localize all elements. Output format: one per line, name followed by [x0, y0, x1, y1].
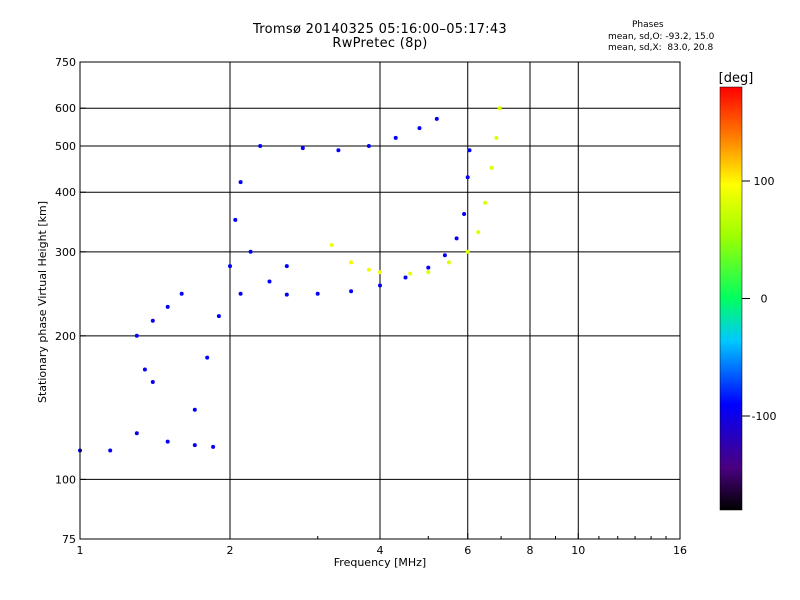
- data-point: [465, 249, 470, 254]
- data-point: [142, 367, 147, 372]
- data-point: [366, 144, 371, 148]
- data-point: [165, 439, 170, 444]
- colorbar: [deg] 100 0 -100: [719, 71, 776, 511]
- colorbar-tick-label: 0: [761, 293, 768, 306]
- data-point: [300, 146, 305, 151]
- y-tick-label: 400: [55, 186, 76, 199]
- data-point: [408, 271, 413, 276]
- data-point: [403, 275, 408, 280]
- data-point: [426, 270, 431, 275]
- data-point: [248, 249, 253, 254]
- data-point: [284, 292, 289, 297]
- data-point: [426, 265, 431, 270]
- data-point: [366, 267, 371, 272]
- data-point: [192, 407, 197, 412]
- data-point: [238, 180, 243, 185]
- data-point: [417, 126, 422, 131]
- y-tick-label: 100: [55, 473, 76, 486]
- x-tick-label: 1: [77, 544, 84, 557]
- data-point: [378, 283, 382, 288]
- data-point: [211, 444, 216, 449]
- phases-line-o: mean, sd,O: -93.2, 15.0: [608, 32, 715, 42]
- x-tick-label: 10: [571, 544, 585, 557]
- colorbar-gradient: [720, 87, 742, 510]
- data-point: [434, 116, 439, 121]
- y-tick-label: 200: [55, 330, 76, 343]
- data-point: [179, 291, 184, 296]
- y-tick-label: 300: [55, 246, 76, 259]
- data-point: [315, 291, 320, 296]
- data-point: [467, 148, 472, 153]
- data-point: [489, 165, 494, 170]
- data-point: [150, 380, 155, 384]
- data-point: [108, 448, 113, 453]
- data-point: [476, 230, 481, 235]
- data-point: [233, 217, 238, 222]
- data-point: [216, 314, 221, 319]
- data-point: [150, 318, 155, 323]
- data-point: [134, 333, 139, 338]
- data-point: [134, 431, 139, 436]
- data-point: [205, 355, 210, 360]
- y-tick-label: 600: [55, 102, 76, 115]
- y-axis-label: Stationary phase Virtual Height [km]: [36, 201, 49, 403]
- x-tick-label: 6: [464, 544, 471, 557]
- x-axis-label: Frequency [MHz]: [334, 556, 426, 569]
- x-tick-label: 16: [673, 544, 687, 557]
- data-point: [284, 264, 289, 269]
- data-point: [497, 106, 502, 111]
- axis-layer: 1 2 4 6 8 10 16 75 100 200 300 400 500 600 750: [55, 56, 687, 557]
- data-point: [494, 135, 499, 140]
- data-point: [393, 135, 398, 140]
- data-point: [378, 270, 382, 275]
- chart-subtitle: RwPretec (8p): [332, 36, 428, 51]
- colorbar-tick-label: 100: [754, 175, 775, 188]
- data-point: [336, 148, 341, 153]
- colorbar-ticks: 100 0 -100: [742, 175, 776, 423]
- data-point: [238, 291, 243, 296]
- data-point: [465, 175, 470, 180]
- data-point: [192, 443, 197, 448]
- phases-line-x: mean, sd,X: 83.0, 20.8: [608, 43, 714, 53]
- y-tick-label: 75: [62, 533, 76, 546]
- data-point: [462, 212, 467, 216]
- data-point: [454, 236, 459, 241]
- colorbar-label: [deg]: [719, 71, 754, 86]
- data-point: [349, 289, 354, 294]
- y-tick-label: 750: [55, 56, 76, 69]
- x-tick-label: 4: [377, 544, 384, 557]
- x-tick-label: 2: [227, 544, 234, 557]
- data-point: [267, 279, 272, 284]
- data-point: [329, 243, 334, 247]
- data-point: [165, 304, 170, 309]
- phases-title: Phases: [632, 20, 664, 30]
- y-tick-label: 500: [55, 140, 76, 153]
- grid-layer: [80, 62, 680, 539]
- colorbar-tick-label: -100: [752, 410, 777, 423]
- x-tick-label: 8: [527, 544, 534, 557]
- data-point: [483, 200, 488, 205]
- data-point: [228, 264, 232, 269]
- chart-title: Tromsø 20140325 05:16:00–05:17:43: [252, 22, 508, 37]
- data-point: [446, 260, 451, 265]
- data-point: [442, 253, 447, 258]
- data-points: [78, 106, 502, 453]
- data-point: [349, 260, 354, 265]
- data-point: [258, 144, 263, 148]
